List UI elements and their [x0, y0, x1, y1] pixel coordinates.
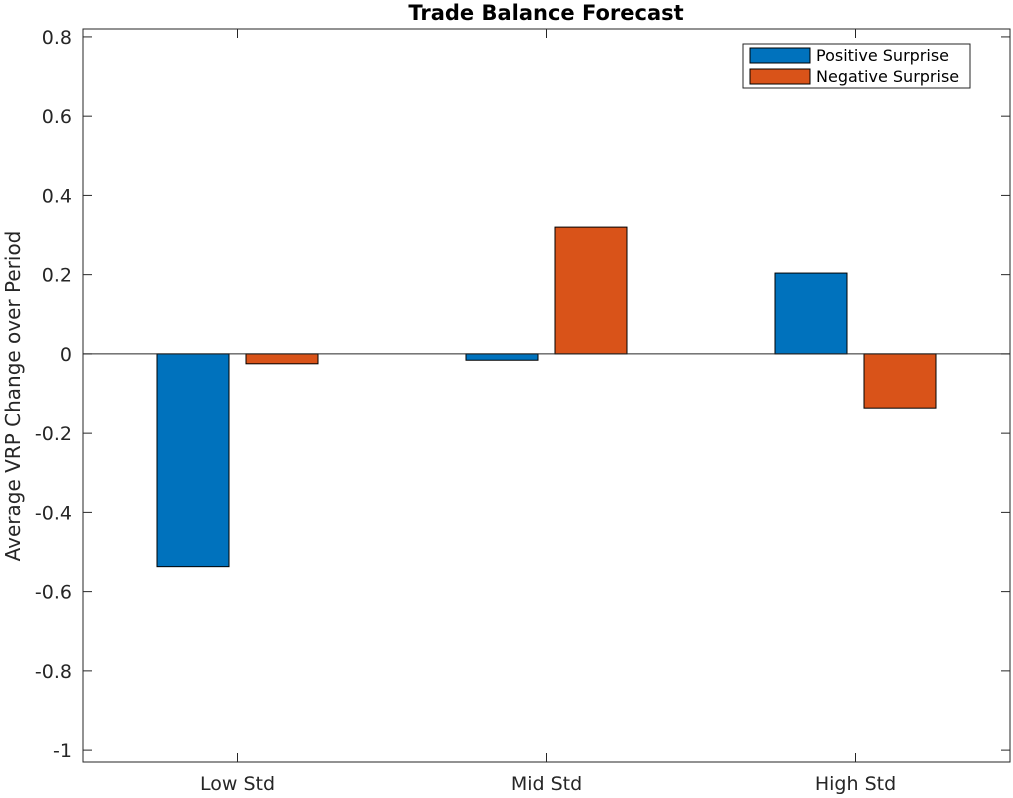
x-tick-label: Low Std [200, 773, 275, 795]
y-tick-label: 0 [60, 344, 72, 366]
y-tick-label: -0.2 [35, 423, 72, 445]
bar-negative-low-std [245, 353, 319, 365]
bar-positive-low-std [156, 353, 230, 568]
y-tick-label: -1 [53, 740, 72, 762]
y-tick-label: 0.6 [42, 106, 72, 128]
bar-negative-high-std [863, 353, 937, 409]
legend: Positive Surprise Negative Surprise [742, 43, 971, 89]
plot-area [83, 29, 1010, 762]
y-tick-label: 0.8 [42, 27, 72, 49]
bars-group [156, 226, 937, 568]
y-tick-label: -0.6 [35, 582, 72, 604]
x-tick-label: High Std [815, 773, 896, 795]
y-tick-label: 0.4 [42, 185, 72, 207]
y-tick-label: -0.8 [35, 661, 72, 683]
y-tick-label: 0.2 [42, 265, 72, 287]
bar-positive-mid-std [465, 353, 539, 361]
x-tick-label: Mid Std [511, 773, 582, 795]
bar-negative-mid-std [554, 226, 628, 355]
legend-swatch-positive [749, 47, 811, 64]
axes-box [82, 28, 1011, 763]
legend-swatch-negative [749, 68, 811, 85]
bar-positive-high-std [774, 272, 848, 355]
y-tick-label: -0.4 [35, 502, 72, 524]
axis-ticks-group: Low Std Mid Std High Std 0.8 0.6 0.4 0.2 0 -0.2 -… [35, 27, 1010, 795]
legend-label-positive: Positive Surprise [816, 46, 949, 65]
y-axis-label: Average VRP Change over Period [1, 231, 25, 562]
legend-label-negative: Negative Surprise [816, 67, 959, 86]
chart-title: Trade Balance Forecast [408, 1, 683, 25]
